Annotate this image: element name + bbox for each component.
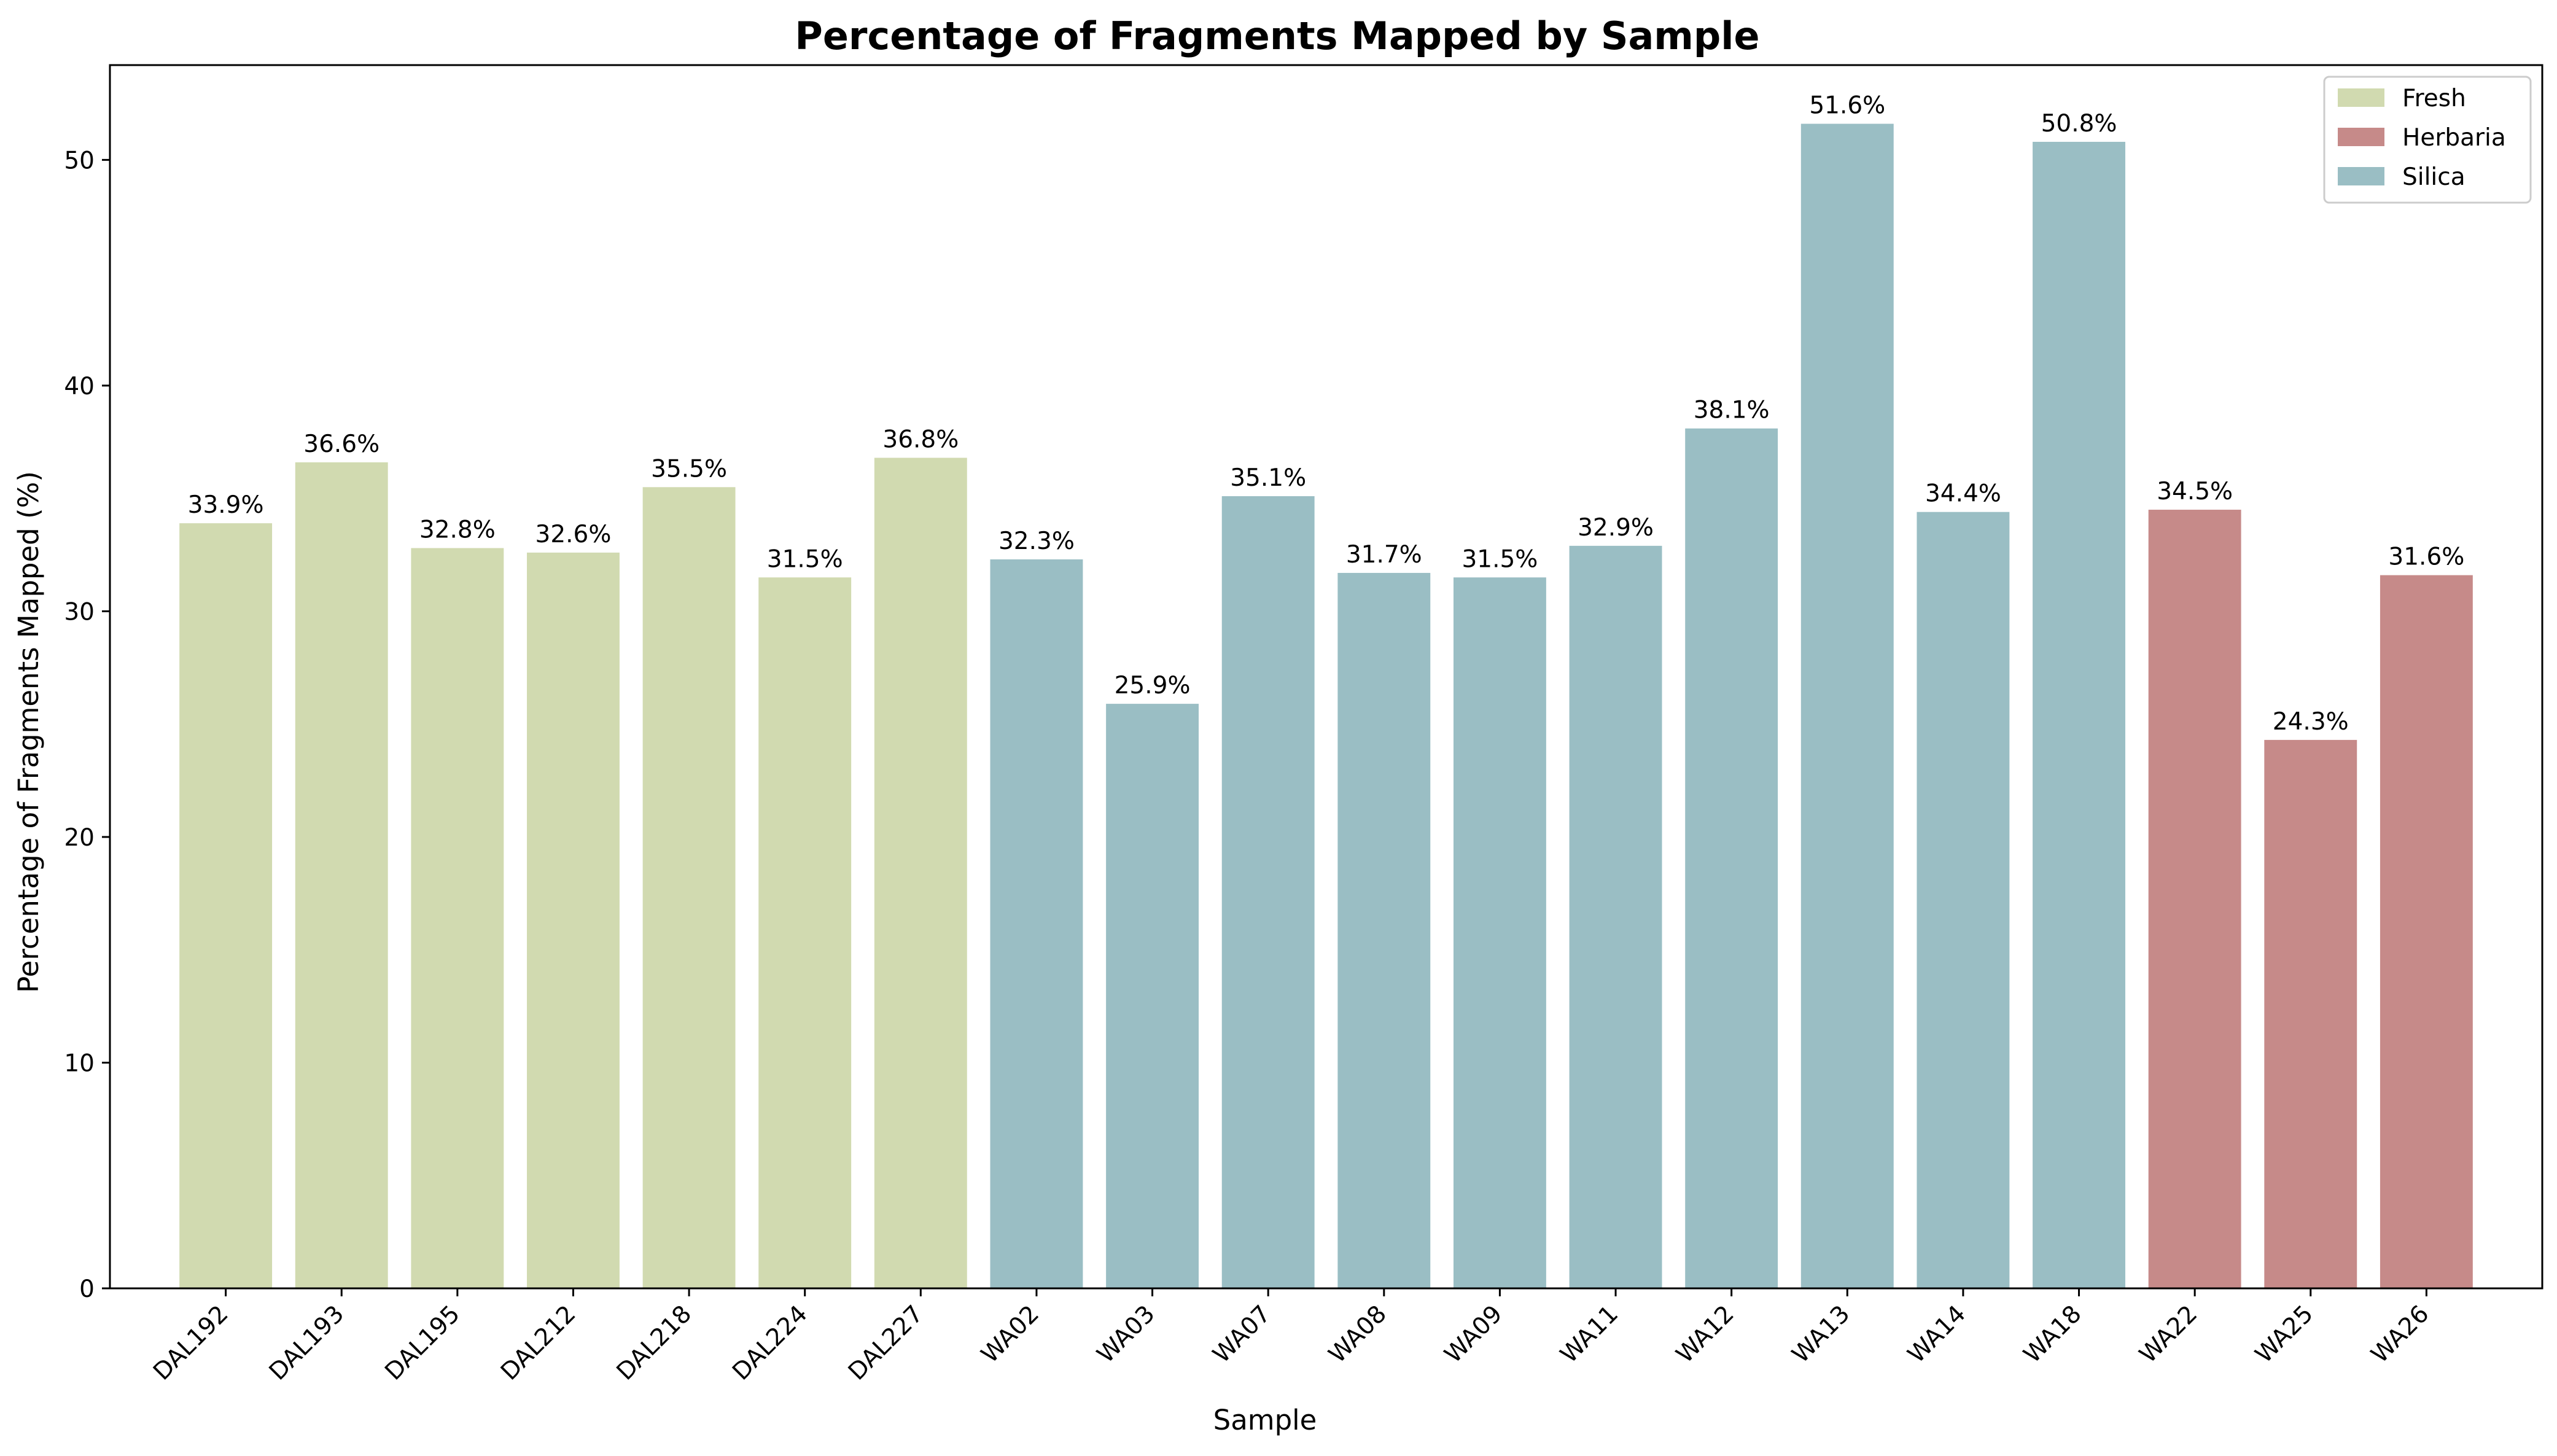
x-tick-label: DAL192 [148, 1300, 233, 1385]
x-tick-label: WA09 [1439, 1300, 1508, 1369]
bar-wa03 [1106, 704, 1199, 1288]
bar-wa14 [1917, 512, 2010, 1288]
bar-value-label: 31.5% [1461, 545, 1538, 573]
bar-value-label: 31.6% [2388, 543, 2464, 571]
x-axis-ticks: DAL192 DAL193 DAL195 DAL212 DAL218 DAL224 DAL2… [148, 1288, 2434, 1386]
bar-value-label: 35.5% [651, 455, 727, 483]
plot-area-frame [109, 64, 2543, 1290]
y-tick-label: 20 [64, 824, 95, 852]
x-axis-label: Sample [1213, 1404, 1317, 1436]
y-axis-ticks: 0 10 20 30 40 50 [64, 147, 110, 1303]
x-tick-label: DAL218 [612, 1300, 697, 1385]
x-tick-label: WA18 [2018, 1300, 2087, 1369]
bar-value-label: 51.6% [1809, 92, 1885, 120]
y-axis-label: Percentage of Fragments Mapped (%) [12, 471, 45, 993]
x-tick-label: WA14 [1902, 1300, 1971, 1369]
x-tick-label: WA26 [2366, 1300, 2435, 1369]
x-tick-label: DAL224 [727, 1300, 812, 1385]
bar-value-label: 34.4% [1925, 480, 2001, 508]
x-tick-label: WA13 [1787, 1300, 1856, 1369]
x-tick-label: WA12 [1671, 1300, 1740, 1369]
bar-dal227 [874, 457, 967, 1288]
y-tick-label: 10 [64, 1049, 95, 1077]
bar-value-label: 36.6% [303, 430, 379, 458]
x-tick-label: WA22 [2135, 1300, 2203, 1369]
bar-dal212 [527, 552, 620, 1288]
x-tick-label: DAL193 [264, 1300, 349, 1385]
x-tick-label: WA02 [976, 1300, 1045, 1369]
bar-value-label: 32.8% [419, 516, 496, 544]
bar-wa09 [1453, 577, 1546, 1288]
bar-dal224 [758, 577, 852, 1288]
bar-wa12 [1685, 428, 1778, 1289]
bar-dal193 [295, 462, 388, 1289]
bar-wa02 [990, 559, 1083, 1288]
bar-dal195 [411, 548, 504, 1288]
bar-value-label: 50.8% [2041, 110, 2117, 138]
y-tick-label: 0 [79, 1275, 95, 1303]
x-tick-label: DAL212 [496, 1300, 581, 1385]
bar-dal192 [179, 523, 273, 1288]
bar-value-label: 24.3% [2273, 708, 2349, 736]
x-tick-label: WA07 [1208, 1300, 1277, 1369]
x-tick-label: WA25 [2250, 1300, 2319, 1369]
bar-wa26 [2380, 575, 2473, 1288]
bar-value-label: 33.9% [188, 491, 264, 519]
bars-layer [179, 123, 2473, 1289]
x-tick-label: WA11 [1555, 1300, 1624, 1369]
bar-value-label: 32.3% [998, 528, 1075, 555]
bar-value-label: 31.5% [767, 545, 843, 573]
chart-title: Percentage of Fragments Mapped by Sample [795, 14, 1759, 58]
bar-value-label: 34.5% [2157, 478, 2233, 505]
bar-wa22 [2148, 510, 2241, 1288]
y-tick-label: 50 [64, 147, 95, 174]
bar-value-label: 35.1% [1230, 464, 1306, 492]
legend: Fresh Herbaria Silica [2323, 76, 2532, 204]
bar-wa13 [1800, 123, 1894, 1289]
bar-value-label: 38.1% [1694, 397, 1770, 424]
x-tick-label: WA03 [1092, 1300, 1161, 1369]
legend-swatch-silica [2338, 167, 2384, 185]
legend-label-silica: Silica [2402, 163, 2466, 191]
x-tick-label: DAL227 [843, 1300, 928, 1385]
x-tick-label: WA08 [1323, 1300, 1392, 1369]
x-tick-label: DAL195 [379, 1300, 465, 1385]
bar-wa07 [1221, 496, 1315, 1289]
legend-swatch-herbaria [2338, 128, 2384, 146]
bar-dal218 [642, 487, 736, 1288]
bar-labels-layer: 33.9% 36.6% 32.8% 32.6% 35.5% 31.5% 36.8% 32.3%… [188, 92, 2465, 736]
bar-value-label: 36.8% [882, 426, 959, 453]
bar-wa08 [1337, 572, 1431, 1288]
bar-value-label: 31.7% [1346, 541, 1422, 569]
bar-value-label: 32.9% [1578, 514, 1654, 542]
legend-label-herbaria: Herbaria [2402, 124, 2506, 152]
bar-value-label: 32.6% [535, 521, 612, 548]
bar-wa11 [1569, 545, 1662, 1288]
bar-wa18 [2033, 141, 2125, 1288]
y-tick-label: 30 [64, 598, 95, 626]
bar-value-label: 25.9% [1115, 672, 1191, 699]
y-tick-label: 40 [64, 373, 95, 400]
legend-swatch-fresh [2338, 88, 2384, 107]
bar-wa25 [2264, 739, 2357, 1288]
legend-label-fresh: Fresh [2402, 85, 2466, 112]
